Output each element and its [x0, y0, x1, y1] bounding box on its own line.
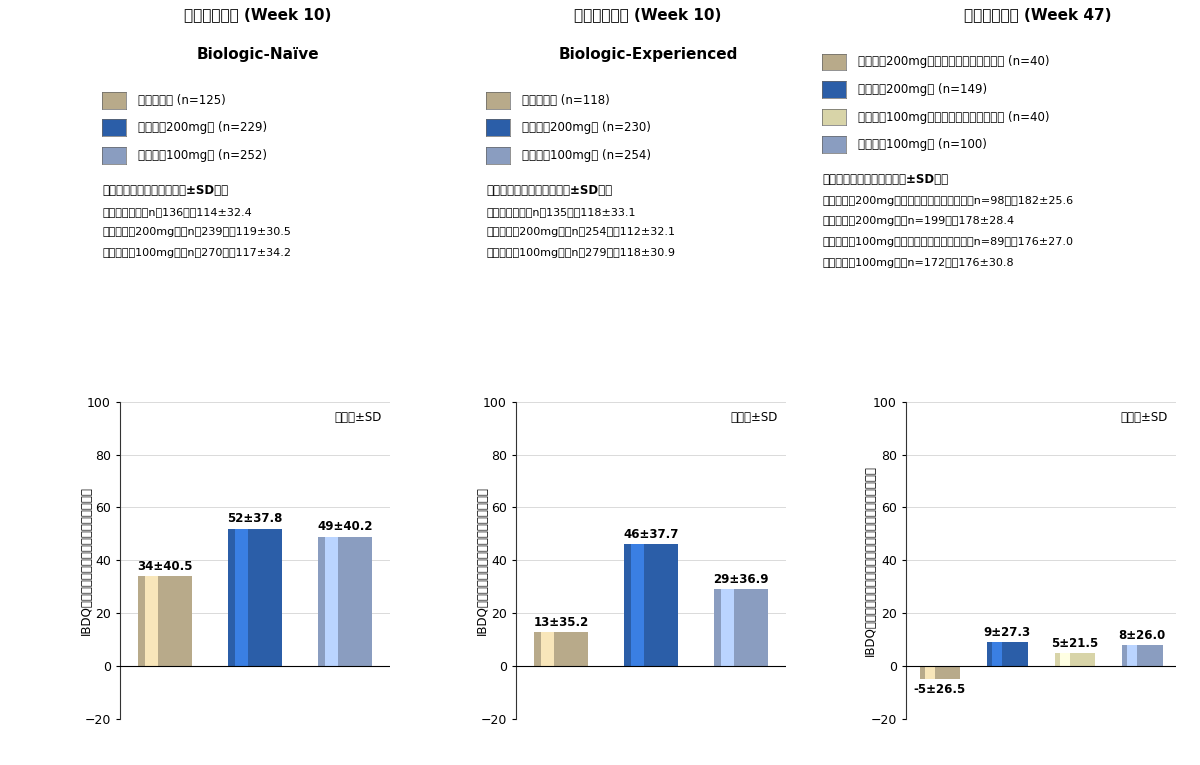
Bar	[992, 643, 1002, 666]
Text: ・ジセレカ100mg群（n＝279）：118±30.9: ・ジセレカ100mg群（n＝279）：118±30.9	[486, 248, 674, 258]
Bar	[1127, 645, 1138, 666]
Bar	[228, 529, 282, 666]
Text: ・ジセレカ100mg群（n=172）：176±30.8: ・ジセレカ100mg群（n=172）：176±30.8	[822, 258, 1014, 268]
Bar	[541, 632, 554, 666]
Bar	[986, 643, 1027, 666]
Bar	[624, 545, 678, 666]
Bar	[235, 529, 248, 666]
Text: ジセレカ200mgからのプラセボ切替え群 (n=40): ジセレカ200mgからのプラセボ切替え群 (n=40)	[858, 56, 1050, 68]
Text: 平均値±SD: 平均値±SD	[335, 411, 382, 424]
Text: 《ベースライン値（平均値±SD）》: 《ベースライン値（平均値±SD）》	[822, 173, 948, 186]
Text: ・ジセレカ100mgからのプラセボ切替え群（n=89）：176±27.0: ・ジセレカ100mgからのプラセボ切替え群（n=89）：176±27.0	[822, 237, 1073, 247]
Text: 寛解導入試験 (Week 10): 寛解導入試験 (Week 10)	[185, 8, 331, 23]
Text: 寛解維持試験 (Week 47): 寛解維持試験 (Week 47)	[965, 8, 1111, 23]
Text: ジセレカ200mg群 (n=149): ジセレカ200mg群 (n=149)	[858, 83, 988, 96]
Text: 52±37.8: 52±37.8	[227, 513, 283, 526]
Bar	[318, 536, 372, 666]
Text: 9±27.3: 9±27.3	[984, 627, 1031, 640]
Text: ジセレカ100mgからのプラセボ切替え群 (n=40): ジセレカ100mgからのプラセボ切替え群 (n=40)	[858, 111, 1050, 123]
Bar	[1122, 645, 1163, 666]
Text: ジセレカ200mg群 (n=229): ジセレカ200mg群 (n=229)	[138, 122, 268, 134]
Bar	[325, 536, 338, 666]
Bar	[714, 590, 768, 666]
Text: 29±36.9: 29±36.9	[713, 573, 769, 586]
Text: 13±35.2: 13±35.2	[533, 616, 589, 629]
Text: Biologic-Naïve: Biologic-Naïve	[197, 47, 319, 63]
Text: 8±26.0: 8±26.0	[1118, 629, 1166, 642]
Bar	[721, 590, 734, 666]
Text: ・ジセレカ200mgからのプラセボ切替え群（n=98）：182±25.6: ・ジセレカ200mgからのプラセボ切替え群（n=98）：182±25.6	[822, 196, 1073, 206]
Text: 49±40.2: 49±40.2	[317, 520, 373, 533]
Text: 34±40.5: 34±40.5	[137, 560, 193, 573]
Text: プラセボ群 (n=118): プラセボ群 (n=118)	[522, 94, 610, 106]
Text: 平均値±SD: 平均値±SD	[731, 411, 778, 424]
Bar	[1060, 653, 1069, 666]
Text: IBDQ総スコアのベースラインからの変化量: IBDQ総スコアのベースラインからの変化量	[80, 486, 92, 635]
Text: IBDQ総スコアのベースラインからの変化量: IBDQ総スコアのベースラインからの変化量	[476, 486, 488, 635]
Text: ジセレカ100mg群 (n=254): ジセレカ100mg群 (n=254)	[522, 149, 652, 161]
Text: ・ジセレカ200mg群（n＝239）：119±30.5: ・ジセレカ200mg群（n＝239）：119±30.5	[102, 227, 290, 237]
Bar	[145, 576, 158, 666]
Bar	[1055, 653, 1096, 666]
Text: Biologic-Experienced: Biologic-Experienced	[558, 47, 738, 63]
Text: -5±26.5: -5±26.5	[913, 682, 966, 695]
Bar	[534, 632, 588, 666]
Text: ジセレカ200mg群 (n=230): ジセレカ200mg群 (n=230)	[522, 122, 650, 134]
Text: 平均値±SD: 平均値±SD	[1121, 411, 1168, 424]
Text: 《ベースライン値（平均値±SD）》: 《ベースライン値（平均値±SD）》	[486, 184, 612, 197]
Text: 《ベースライン値（平均値±SD）》: 《ベースライン値（平均値±SD）》	[102, 184, 228, 197]
Bar	[631, 545, 644, 666]
Text: 寛解導入試験 (Week 10): 寛解導入試験 (Week 10)	[575, 8, 721, 23]
Text: ・ジセレカ200mg群（n=199）：178±28.4: ・ジセレカ200mg群（n=199）：178±28.4	[822, 216, 1014, 226]
Text: ジセレカ100mg群 (n=100): ジセレカ100mg群 (n=100)	[858, 138, 986, 151]
Text: IBDQ総スコアの寛解維持試験ベースラインからの変化量: IBDQ総スコアの寛解維持試験ベースラインからの変化量	[864, 465, 876, 656]
Bar	[919, 666, 960, 679]
Text: ・ジセレカ100mg群（n＝270）：117±34.2: ・ジセレカ100mg群（n＝270）：117±34.2	[102, 248, 292, 258]
Text: ・ジセレカ200mg群（n＝254）：112±32.1: ・ジセレカ200mg群（n＝254）：112±32.1	[486, 227, 674, 237]
Text: ・プラセボ群（n＝135）：118±33.1: ・プラセボ群（n＝135）：118±33.1	[486, 207, 636, 216]
Text: プラセボ群 (n=125): プラセボ群 (n=125)	[138, 94, 226, 106]
Bar	[138, 576, 192, 666]
Bar	[924, 666, 935, 679]
Text: ・プラセボ群（n＝136）：114±32.4: ・プラセボ群（n＝136）：114±32.4	[102, 207, 252, 216]
Text: 5±21.5: 5±21.5	[1051, 636, 1098, 649]
Text: 46±37.7: 46±37.7	[623, 529, 679, 542]
Text: ジセレカ100mg群 (n=252): ジセレカ100mg群 (n=252)	[138, 149, 266, 161]
